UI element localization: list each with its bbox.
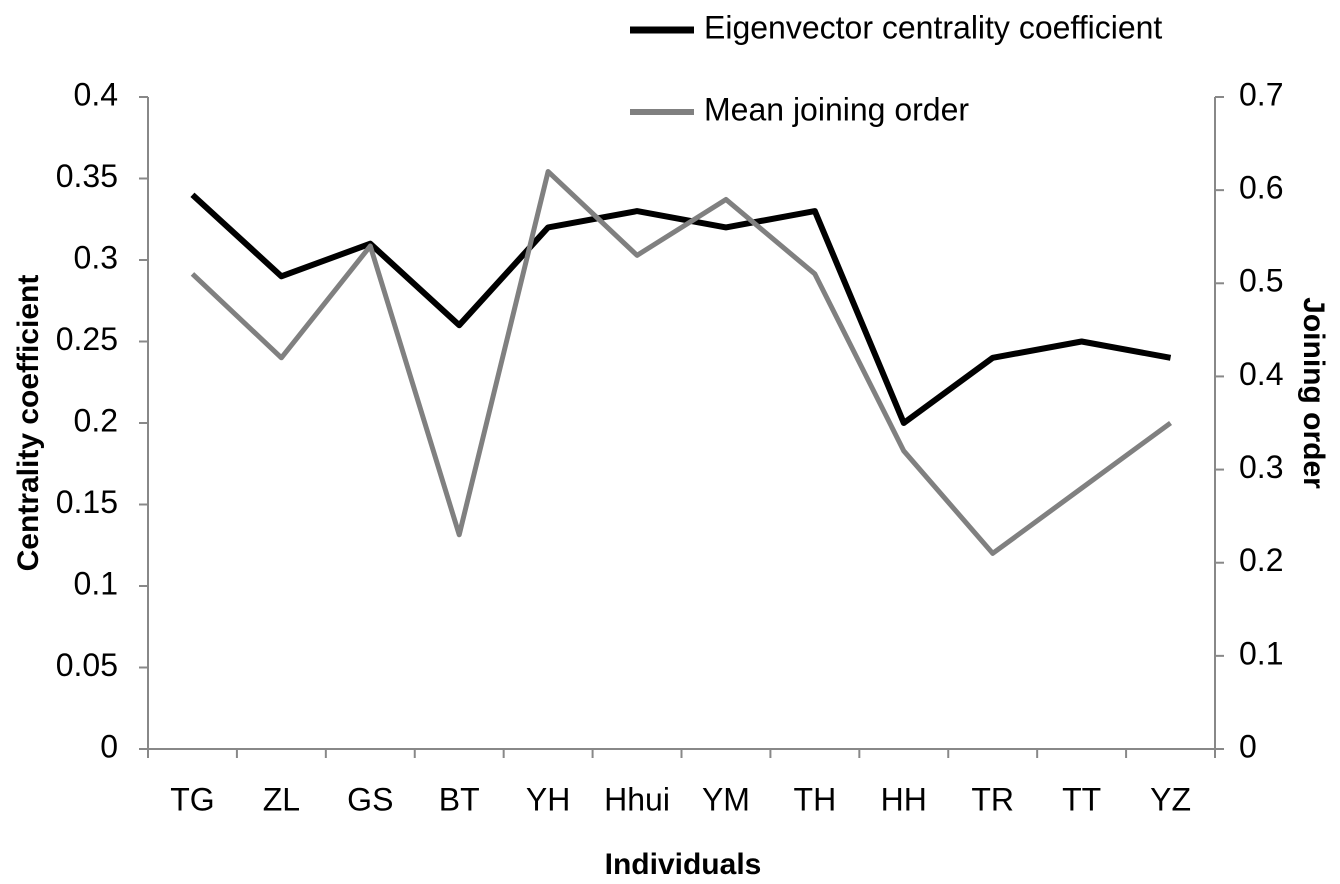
series-line [190, 169, 1173, 556]
series-line [190, 192, 1172, 426]
x-tick-label: TG [170, 781, 214, 817]
x-tick-label: GS [347, 781, 393, 817]
x-tick-label: YZ [1150, 781, 1191, 817]
x-tick-label: YM [702, 781, 750, 817]
y-tick-label: 0.05 [56, 647, 118, 683]
x-tick-label: HH [881, 781, 927, 817]
y-tick-label: 0.2 [74, 402, 118, 438]
y2-tick-label: 0.7 [1239, 76, 1283, 112]
x-axis-title: Individuals [605, 848, 762, 881]
y2-tick-label: 0.5 [1239, 263, 1283, 299]
y2-tick-label: 0.3 [1239, 449, 1283, 485]
x-tick-label: TH [794, 781, 837, 817]
x-tick-label: TR [971, 781, 1014, 817]
x-tick-label: Hhui [604, 781, 670, 817]
y-tick-label: 0.15 [56, 484, 118, 520]
x-tick-label: BT [439, 781, 480, 817]
y-tick-label: 0.25 [56, 321, 118, 357]
y-tick-label: 0.35 [56, 158, 118, 194]
y2-axis-title: Joining order [1297, 297, 1330, 489]
y2-tick-label: 0.4 [1239, 356, 1283, 392]
y-tick-label: 0.1 [74, 565, 118, 601]
y-tick-label: 0.4 [74, 76, 118, 112]
x-tick-label: ZL [263, 781, 300, 817]
x-tick-label: YH [526, 781, 570, 817]
x-tick-label: TT [1062, 781, 1101, 817]
y2-tick-label: 0 [1239, 728, 1257, 764]
y-tick-label: 0 [100, 728, 118, 764]
y2-tick-label: 0.2 [1239, 542, 1283, 578]
legend-label: Mean joining order [704, 91, 969, 127]
y2-tick-label: 0.1 [1239, 635, 1283, 671]
y-tick-label: 0.3 [74, 239, 118, 275]
legend-label: Eigenvector centrality coefficient [704, 9, 1162, 45]
y-axis-title: Centrality coefficient [12, 275, 45, 572]
y2-tick-label: 0.6 [1239, 170, 1283, 206]
